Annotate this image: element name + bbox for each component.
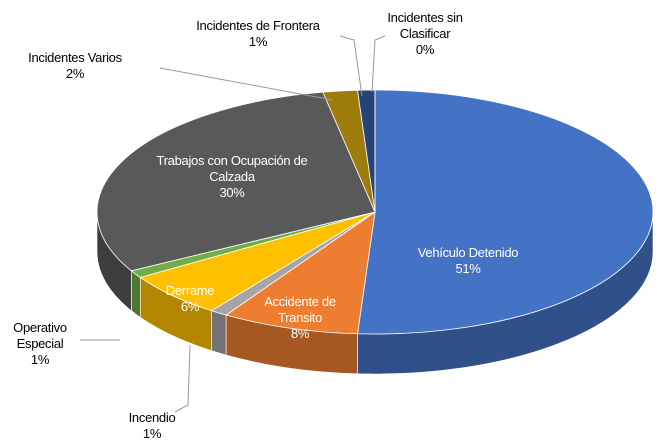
slice-label: Operativo Especial 1% <box>2 320 78 368</box>
category-label: Incidentes Varios <box>28 50 122 65</box>
value-label: 0% <box>415 42 435 57</box>
category-label: Incidentes de Frontera <box>196 18 320 33</box>
category-label: Operativo Especial <box>13 320 67 351</box>
slice <box>96 91 376 272</box>
leader-line <box>159 67 334 101</box>
leader-line <box>371 35 386 93</box>
slice-label: Derrame 6% <box>155 283 225 315</box>
value-label: 1% <box>248 34 268 49</box>
category-label: Incidentes sin Clasificar <box>387 10 463 41</box>
slice-label: Incendio 1% <box>112 410 192 442</box>
category-label: Accidente de Transito <box>264 294 336 325</box>
leader-line <box>174 344 191 413</box>
slice-label: Vehículo Detenido 51% <box>388 245 548 277</box>
category-label: Incendio <box>128 410 176 425</box>
slice-side <box>211 310 227 356</box>
slice-label: Trabajos con Ocupación de Calzada 30% <box>147 153 317 201</box>
category-label: Trabajos con Ocupación de Calzada <box>156 153 308 184</box>
value-label: 1% <box>30 352 50 367</box>
slice-label: Incidentes de Frontera 1% <box>173 18 343 50</box>
slice-label: Incidentes Varios 2% <box>10 50 140 82</box>
slice-side <box>131 270 141 318</box>
value-label: 1% <box>142 426 162 441</box>
category-label: Vehículo Detenido <box>417 245 519 260</box>
value-label: 2% <box>65 66 85 81</box>
value-label: 51% <box>455 261 481 276</box>
slice-label: Incidentes sin Clasificar 0% <box>375 10 475 58</box>
slice <box>357 89 654 335</box>
category-label: Derrame <box>165 283 215 298</box>
slice <box>225 211 376 335</box>
leader-line <box>339 35 363 97</box>
slice-label: Accidente de Transito 8% <box>245 294 355 342</box>
value-label: 8% <box>290 326 310 341</box>
value-label: 30% <box>219 185 245 200</box>
value-label: 6% <box>180 299 200 314</box>
